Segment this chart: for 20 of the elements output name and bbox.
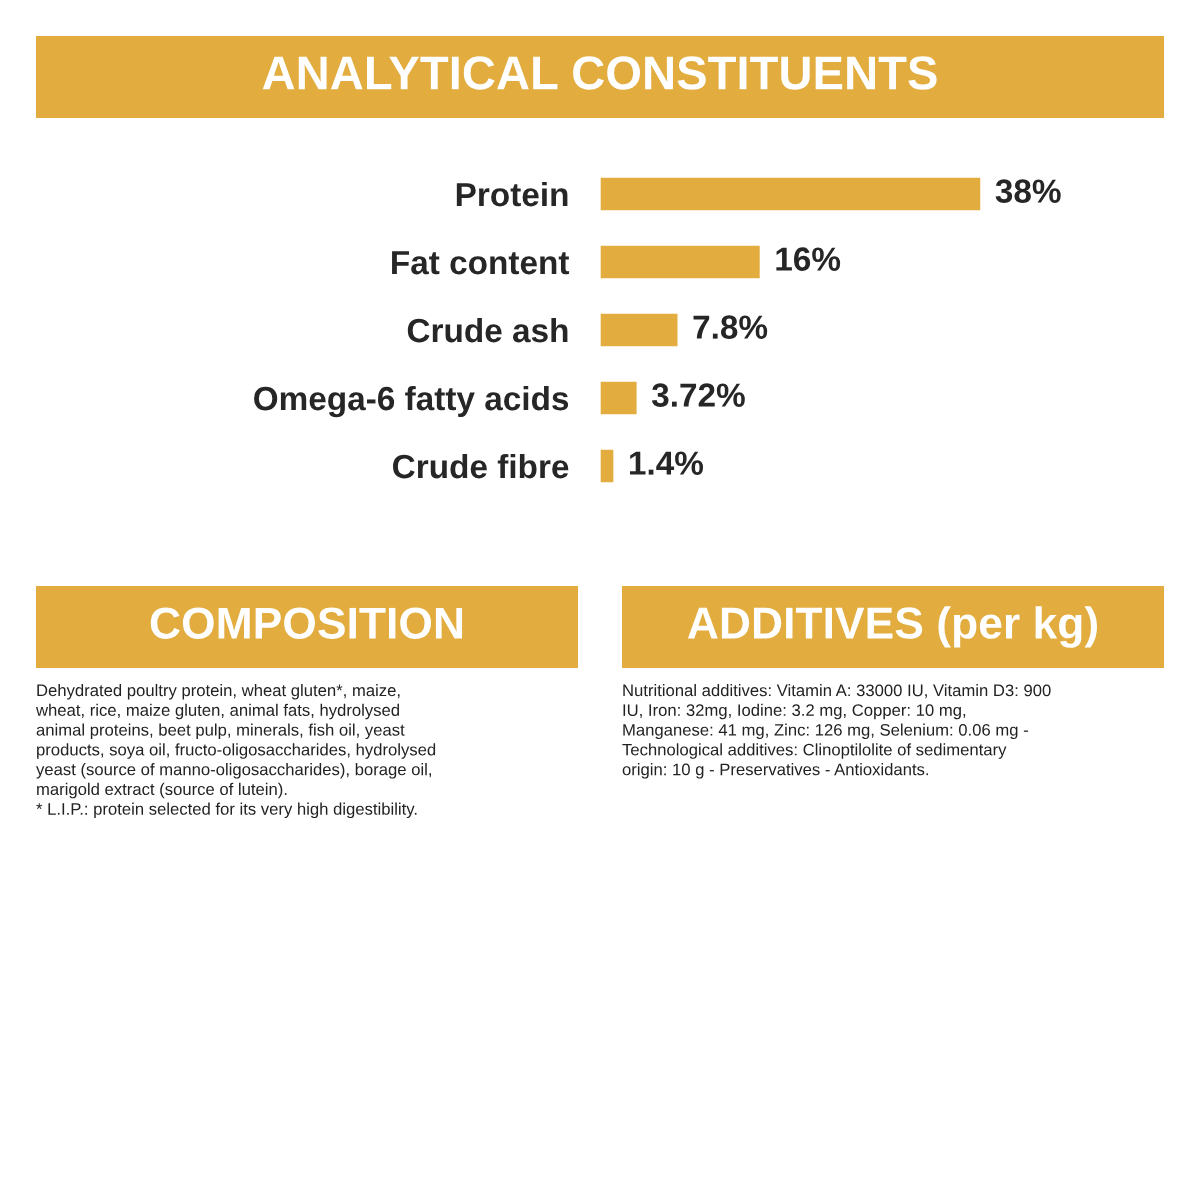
y-tick-label: Omega-6 fatty acids (254, 385, 569, 418)
y-tick-label: Protein (456, 181, 568, 207)
data-label: 3.72% (651, 383, 745, 407)
y-tick-label: Crude ash (407, 317, 568, 343)
text: ADDITIVES (per kg) (687, 606, 1097, 648)
data-label: 16% (776, 247, 841, 271)
bar (600, 244, 762, 280)
y-tick-label: Fat content (392, 251, 570, 275)
bar (600, 380, 638, 416)
y-tick-label: Crude fibre (393, 453, 569, 479)
text: COMPOSITION (150, 607, 463, 639)
data-label: 1.4% (630, 451, 704, 475)
data-label: 7.8% (693, 315, 768, 339)
bar (600, 312, 679, 348)
text: Nutritional additives: Vitamin A: 33000 IU, Vitamin D3: 900 IU, Iron: 32mg, Iodine: 3.2 mg, Copper: 10 mg, Manganese: 41 mg, Zinc: 126 mg, Selenium: 0.06 mg - Technological additives: Clinoptilolite of sedimentary origin: 10 g - Preservatives - Antioxidants. (622, 684, 1051, 779)
bar (600, 448, 615, 484)
bar (600, 176, 982, 212)
text: Dehydrated poultry protein, wheat gluten*, maize, wheat, rice, maize gluten, animal fats, hydrolysed animal proteins, beet pulp, minerals, fish oil, yeast products, soya oil, fructo-oligosaccharides, hydrolysed yeast (source of manno-oligosaccharides), borage oil, marigold extract (source of lutein). * L.I.P.: protein selected for its very high digestibility. (35, 684, 436, 819)
data-label: 38% (995, 179, 1061, 203)
chart-title: ANALYTICAL CONSTITUENTS (262, 56, 937, 90)
